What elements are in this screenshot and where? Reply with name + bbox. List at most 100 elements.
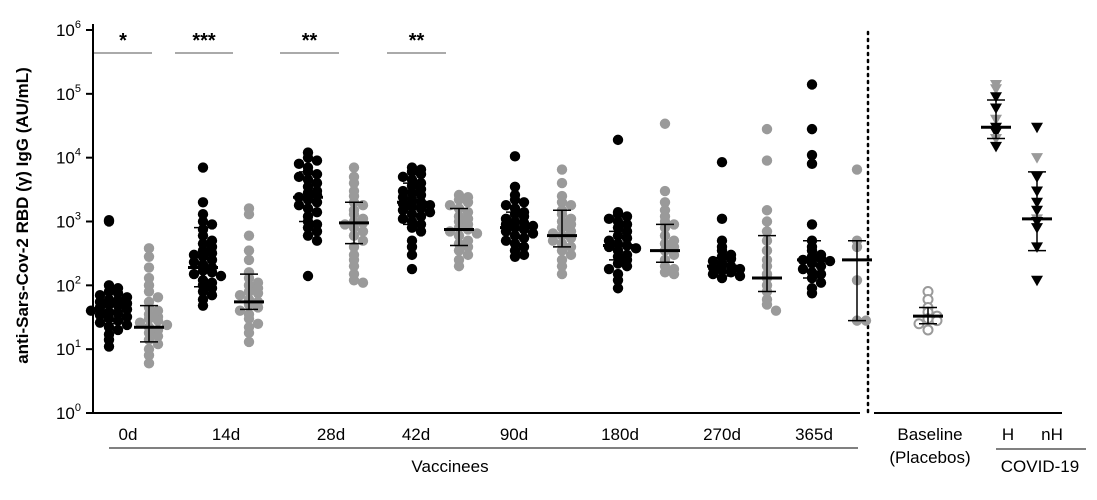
data-point <box>612 283 624 294</box>
x-category-label: 14d <box>212 425 240 444</box>
data-point <box>415 211 427 222</box>
data-point <box>761 205 773 216</box>
data-point <box>725 253 737 265</box>
data-point <box>806 149 818 161</box>
data-point <box>518 232 530 244</box>
data-point <box>806 288 818 299</box>
data-point <box>302 222 314 233</box>
data-point <box>121 304 133 315</box>
data-point <box>206 254 218 266</box>
data-point <box>134 317 146 328</box>
data-point <box>152 292 164 303</box>
data-point <box>621 232 633 244</box>
group-label: Vaccinees <box>411 457 488 476</box>
data-point <box>103 214 115 226</box>
x-category-label: 0d <box>119 425 138 444</box>
data-point <box>103 341 115 352</box>
data-point <box>415 226 427 237</box>
data-point <box>143 262 155 273</box>
data-point <box>397 171 409 183</box>
data-point <box>348 275 360 286</box>
y-tick-label: 103 <box>56 211 81 232</box>
data-point <box>234 290 246 301</box>
data-point <box>234 305 246 316</box>
data-point <box>630 243 642 254</box>
data-point <box>293 200 305 211</box>
data-point <box>761 299 773 310</box>
data-point <box>612 134 624 146</box>
data-point <box>547 235 559 246</box>
data-point <box>1031 153 1043 164</box>
data-point <box>252 288 264 299</box>
data-point <box>725 267 737 278</box>
data-point <box>922 324 934 336</box>
data-point <box>990 84 1002 95</box>
data-point <box>453 260 465 272</box>
data-point <box>509 251 521 262</box>
data-point <box>659 185 671 197</box>
data-point <box>252 302 264 313</box>
data-point <box>815 277 827 288</box>
y-tick-exponent: 4 <box>75 147 81 159</box>
data-point <box>556 260 568 272</box>
data-point <box>415 189 427 201</box>
data-point <box>197 286 209 297</box>
data-point <box>716 213 728 225</box>
y-tick-base: 10 <box>56 213 75 232</box>
data-point <box>990 141 1002 153</box>
data-point <box>311 226 323 237</box>
data-point <box>112 324 124 336</box>
data-point <box>806 79 818 90</box>
data-point <box>453 194 465 205</box>
data-point <box>293 171 305 183</box>
data-point <box>143 286 155 297</box>
data-point <box>509 181 521 192</box>
data-point <box>621 260 633 272</box>
data-point <box>143 350 155 361</box>
y-tick-exponent: 2 <box>75 274 81 286</box>
data-point <box>243 230 255 241</box>
data-point <box>824 255 836 267</box>
data-point <box>215 270 227 282</box>
y-axis-label: anti-Sars-Cov-2 RBD (γ) IgG (AU/mL) <box>13 67 32 364</box>
data-point <box>556 245 568 256</box>
data-point <box>565 249 577 261</box>
data-point <box>112 300 124 311</box>
data-point <box>121 311 133 323</box>
data-point <box>406 263 418 275</box>
data-point <box>1031 122 1043 134</box>
data-point <box>311 197 323 208</box>
y-tick-label: 101 <box>56 338 81 359</box>
y-tick-base: 10 <box>56 404 75 423</box>
y-tick-base: 10 <box>56 21 75 40</box>
data-point <box>621 211 633 222</box>
y-tick-base: 10 <box>56 149 75 168</box>
y-tick-exponent: 6 <box>75 19 81 31</box>
y-tick-exponent: 0 <box>75 402 81 414</box>
data-point <box>357 277 369 288</box>
data-point <box>471 228 483 239</box>
data-point <box>357 226 369 237</box>
data-point <box>556 177 568 189</box>
data-point <box>206 267 218 278</box>
data-point <box>815 268 827 280</box>
data-point <box>143 243 155 254</box>
data-point <box>311 155 323 166</box>
data-point <box>851 164 863 175</box>
data-point <box>94 317 106 328</box>
data-point <box>518 197 530 208</box>
data-point <box>112 288 124 299</box>
data-point <box>206 290 218 301</box>
data-point <box>311 206 323 218</box>
data-point <box>462 197 474 208</box>
data-point <box>518 249 530 261</box>
data-point <box>1031 275 1043 287</box>
data-point <box>527 228 539 239</box>
data-point <box>94 310 106 321</box>
data-point <box>406 166 418 178</box>
data-point <box>659 197 671 208</box>
x-category-label: 270d <box>703 425 741 444</box>
data-point <box>188 249 200 261</box>
data-point <box>243 313 255 324</box>
data-point <box>612 258 624 269</box>
